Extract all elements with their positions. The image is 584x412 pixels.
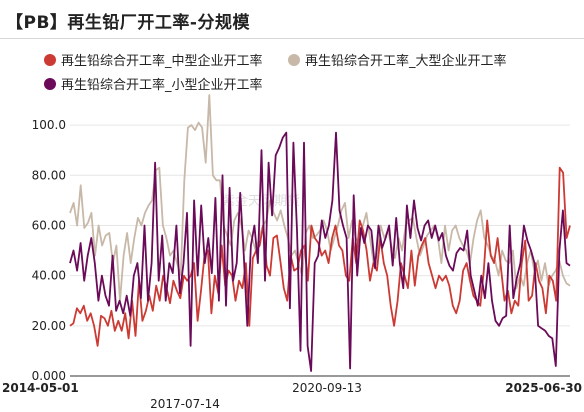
x-tick-label: 2025-06-30 [505, 381, 582, 395]
y-tick-label: 80.00 [32, 168, 66, 182]
legend-swatch-medium [44, 53, 56, 66]
chart-title: 【PB】再生铅厂开工率-分规模 [6, 13, 250, 33]
x-tick-label: 2014-05-01 [2, 381, 79, 395]
title-divider [0, 38, 584, 39]
legend-item-medium[interactable]: 再生铅综合开工率_中型企业开工率 [44, 50, 263, 69]
y-tick-label: 100.0 [32, 118, 66, 132]
y-tick-label: 40.00 [32, 269, 66, 283]
y-tick-label: 60.00 [32, 218, 66, 232]
legend-swatch-small [44, 77, 56, 90]
series-lines [69, 94, 571, 372]
series-line-medium [69, 166, 571, 347]
x-tick-label: 2017-07-14 [150, 397, 220, 411]
legend-label-large: 再生铅综合开工率_大型企业开工率 [305, 54, 507, 69]
x-tick-label: 2020-09-13 [292, 381, 362, 395]
y-tick-label: 0.000 [32, 369, 66, 383]
legend-label-medium: 再生铅综合开工率_中型企业开工率 [61, 54, 263, 69]
series-line-small [69, 131, 571, 372]
y-axis: 0.000 20.00 40.00 60.00 80.00 100.0 [32, 118, 570, 383]
legend-label-small: 再生铅综合开工率_小型企业开工率 [61, 78, 263, 93]
legend-item-small[interactable]: 再生铅综合开工率_小型企业开工率 [44, 74, 263, 93]
y-tick-label: 20.00 [32, 319, 66, 333]
x-axis: 2014-05-01 2017-07-14 2020-09-13 2025-06-30 [2, 381, 582, 411]
legend-item-large[interactable]: 再生铅综合开工率_大型企业开工率 [288, 50, 507, 69]
series-line-large [69, 94, 571, 302]
legend-swatch-large [288, 53, 300, 66]
